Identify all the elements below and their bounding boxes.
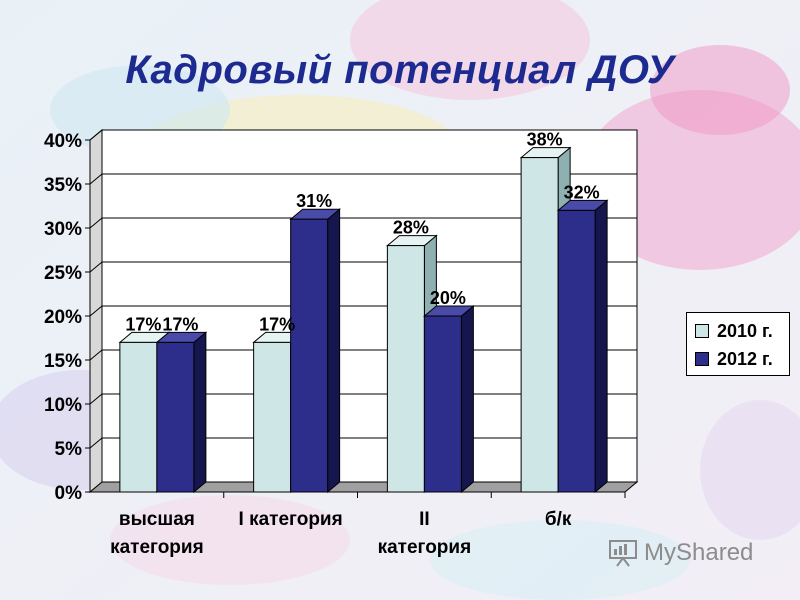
y-tick-label: 40% bbox=[44, 131, 82, 152]
y-tick-label: 10% bbox=[44, 395, 82, 416]
bar bbox=[520, 157, 559, 493]
y-tick-label: 25% bbox=[44, 263, 82, 284]
data-label: 31% bbox=[296, 191, 332, 211]
data-label: 20% bbox=[430, 288, 466, 308]
data-label: 38% bbox=[527, 130, 563, 150]
gridline bbox=[89, 173, 637, 185]
legend-label-2012: 2012 г. bbox=[717, 348, 773, 369]
legend-item-2012: 2012 г. bbox=[695, 349, 773, 369]
bar bbox=[557, 209, 596, 493]
x-axis-ticks: высшая категория I категория II категория б/к bbox=[110, 509, 572, 558]
watermark: MyShared bbox=[608, 538, 753, 568]
x-tick-label: категория bbox=[110, 537, 204, 558]
x-tick-label: высшая bbox=[119, 509, 195, 530]
bar-side bbox=[594, 199, 608, 494]
chart-data-labels: 17% 17% 17%31%28%20%38%32% bbox=[125, 130, 599, 335]
y-tick-label: 15% bbox=[44, 351, 82, 372]
x-tick-label: I категория bbox=[239, 509, 343, 530]
gridline bbox=[89, 261, 637, 273]
page-title: Кадровый потенциал ДОУ bbox=[125, 48, 675, 92]
y-tick-label: 5% bbox=[55, 439, 83, 460]
data-label: 28% bbox=[393, 218, 429, 238]
legend-swatch-2010 bbox=[695, 324, 709, 338]
data-label: 17% bbox=[125, 314, 161, 334]
x-tick-label: б/к bbox=[545, 509, 572, 530]
presentation-board-icon bbox=[609, 540, 637, 567]
chart-legend: 2010 г. 2012 г. bbox=[686, 312, 790, 376]
y-tick-label: 20% bbox=[44, 307, 82, 328]
legend-label-2010: 2010 г. bbox=[717, 320, 773, 341]
y-tick-label: 30% bbox=[44, 219, 82, 240]
legend-item-2010: 2010 г. bbox=[695, 321, 773, 341]
y-axis-ticks: 0% 5% 10% 15% 20% 25% 30% 35% 40% bbox=[44, 131, 82, 504]
bar bbox=[253, 341, 292, 493]
y-tick-label: 0% bbox=[55, 483, 83, 504]
bar bbox=[423, 315, 462, 493]
bar bbox=[119, 341, 158, 493]
bar bbox=[386, 245, 425, 493]
watermark-text: MyShared bbox=[644, 539, 754, 566]
bar bbox=[156, 341, 195, 493]
gridline bbox=[89, 217, 637, 229]
chart-bars bbox=[118, 146, 609, 494]
bar bbox=[290, 218, 329, 493]
data-label: 17% bbox=[259, 314, 295, 334]
bar-side bbox=[193, 331, 207, 494]
y-tick-label: 35% bbox=[44, 175, 82, 196]
gridline bbox=[89, 129, 637, 141]
legend-swatch-2012 bbox=[695, 352, 709, 366]
bar-side bbox=[327, 208, 341, 494]
data-label: 17% bbox=[162, 314, 198, 334]
x-tick-label: II bbox=[419, 509, 430, 530]
bar-side bbox=[460, 304, 474, 494]
data-label: 32% bbox=[564, 182, 600, 202]
x-tick-label: категория bbox=[378, 537, 472, 558]
